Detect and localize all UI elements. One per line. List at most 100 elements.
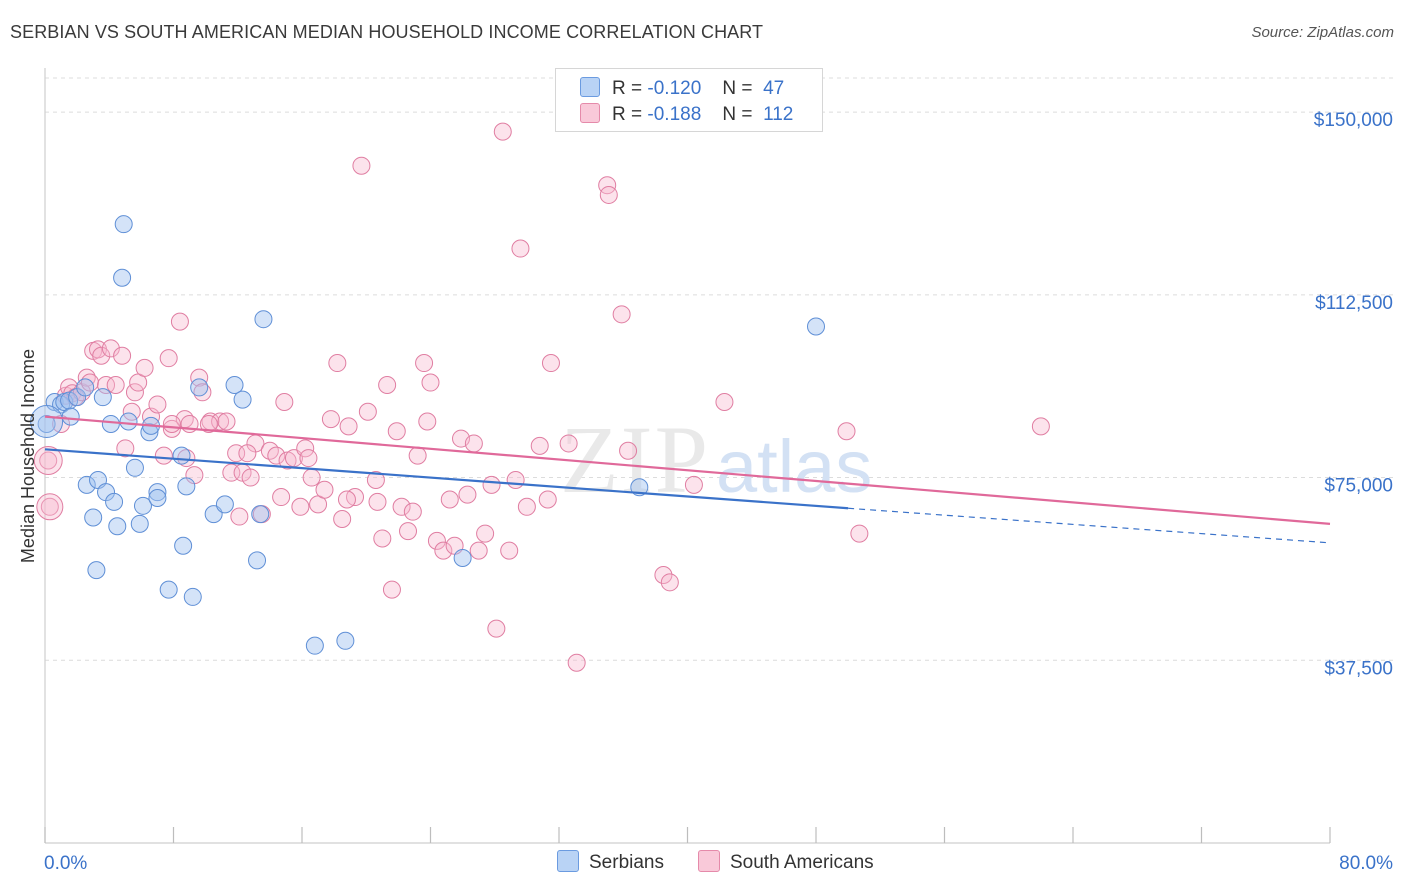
- serbians-point: [190, 378, 209, 397]
- south-americans-point: [538, 490, 557, 509]
- south-americans-point: [715, 393, 734, 412]
- south-americans-point: [122, 402, 141, 421]
- south-americans-point: [291, 497, 310, 516]
- south-americans-point: [378, 375, 397, 394]
- south-americans-point: [382, 580, 401, 599]
- y-tick-label: $150,000: [1314, 110, 1393, 131]
- serbians-r-value: -0.120: [647, 78, 702, 99]
- serbians-point: [37, 414, 56, 433]
- south-americans-point: [40, 497, 59, 516]
- south-americans-point: [506, 470, 525, 489]
- serbians-point: [140, 423, 159, 442]
- correlation-legend: R = -0.120 N = 47 R = -0.188 N = 112: [555, 68, 823, 132]
- south-americans-point: [654, 566, 673, 585]
- n-label: N =: [722, 104, 753, 125]
- x-tick-labels: 0.0% 80.0%: [44, 853, 1393, 874]
- serbians-swatch: [580, 77, 600, 97]
- serbians-points: [30, 215, 825, 655]
- series-legend: Serbians South Americans: [0, 850, 1406, 878]
- axes: [44, 68, 1331, 844]
- serbians-point-large: [30, 405, 64, 439]
- south-americans-point: [97, 375, 116, 394]
- serbians-point: [172, 446, 191, 465]
- south-americans-point: [337, 490, 356, 509]
- serbians-point: [105, 492, 124, 511]
- south-americans-trend-line: [44, 415, 1331, 525]
- watermark: ZIP atlas: [560, 406, 872, 513]
- south-americans-point: [238, 444, 257, 463]
- south-americans-point: [469, 541, 488, 560]
- y-tick-label: $75,000: [1324, 476, 1393, 497]
- south-americans-point: [476, 524, 495, 543]
- serbians-point: [174, 536, 193, 555]
- watermark-atlas: atlas: [716, 425, 872, 508]
- serbians-point: [305, 636, 324, 655]
- south-americans-point: [392, 497, 411, 516]
- south-americans-point: [92, 346, 111, 365]
- south-americans-point: [267, 446, 286, 465]
- serbians-point: [61, 407, 80, 426]
- south-americans-point: [408, 446, 427, 465]
- serbians-legend-swatch: [557, 850, 579, 872]
- x-tick-label-end: 80.0%: [1339, 853, 1393, 874]
- south-americans-point: [125, 383, 144, 402]
- serbians-point: [248, 551, 267, 570]
- south-americans-point: [328, 354, 347, 373]
- legend-item-south-americans[interactable]: South Americans: [698, 850, 874, 874]
- south-americans-point: [39, 451, 58, 470]
- r-label: R =: [612, 104, 643, 125]
- south-americans-point: [154, 446, 173, 465]
- south-americans-point-large: [36, 493, 64, 521]
- serbians-point: [108, 517, 127, 536]
- south-americans-point: [272, 488, 291, 507]
- serbians-point: [87, 561, 106, 580]
- serbians-trend-extension: [848, 507, 1331, 544]
- south-americans-point: [135, 358, 154, 377]
- x-tick-label-start: 0.0%: [44, 853, 87, 874]
- south-americans-legend-swatch: [698, 850, 720, 872]
- south-americans-points: [33, 122, 1050, 672]
- source-label: Source: ZipAtlas.com: [1251, 24, 1394, 41]
- serbians-point: [77, 475, 96, 494]
- south-americans-point: [302, 468, 321, 487]
- south-americans-point: [321, 410, 340, 429]
- south-americans-point: [440, 490, 459, 509]
- south-americans-point: [850, 524, 869, 543]
- serbians-point: [119, 412, 138, 431]
- south-americans-point: [493, 122, 512, 141]
- y-tick-label: $37,500: [1324, 658, 1393, 679]
- south-americans-point: [275, 393, 294, 412]
- south-americans-point: [487, 619, 506, 638]
- serbians-point: [114, 215, 133, 234]
- serbians-point: [225, 375, 244, 394]
- legend-row-serbians: R = -0.120 N = 47: [580, 77, 784, 99]
- south-americans-point: [211, 412, 230, 431]
- south-americans-point: [116, 439, 135, 458]
- south-americans-point: [541, 354, 560, 373]
- south-americans-point: [1031, 417, 1050, 436]
- south-americans-point: [199, 414, 218, 433]
- south-americans-point: [599, 185, 618, 204]
- south-americans-point: [387, 422, 406, 441]
- south-americans-point: [296, 439, 315, 458]
- legend-row-south-americans: R = -0.188 N = 112: [580, 103, 793, 125]
- serbians-point: [254, 310, 273, 329]
- serbians-point: [133, 496, 152, 515]
- south-americans-point: [530, 436, 549, 455]
- south-americans-point: [113, 346, 132, 365]
- south-americans-point: [427, 531, 446, 550]
- serbians-legend-label: Serbians: [589, 852, 664, 873]
- south-americans-point: [358, 402, 377, 421]
- legend-item-serbians[interactable]: Serbians: [557, 850, 664, 874]
- serbians-point: [148, 483, 167, 502]
- south-americans-point: [373, 529, 392, 548]
- south-americans-point: [511, 239, 530, 258]
- serbians-point: [233, 390, 252, 409]
- south-americans-point: [368, 492, 387, 511]
- serbians-point: [76, 378, 95, 397]
- south-americans-point-large: [33, 446, 63, 475]
- serbians-point: [84, 508, 103, 527]
- south-americans-point: [434, 541, 453, 560]
- serbians-point: [177, 477, 196, 496]
- serbians-point: [336, 631, 355, 650]
